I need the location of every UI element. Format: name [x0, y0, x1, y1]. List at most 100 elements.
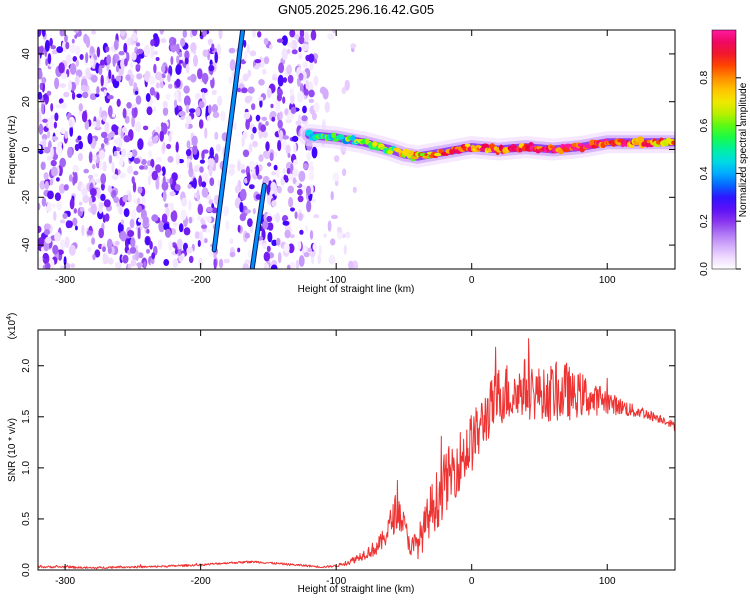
noise-cell [148, 165, 153, 177]
noise-cell [89, 46, 95, 54]
noise-cell [90, 56, 95, 67]
noise-cell [139, 165, 145, 170]
noise-cell [173, 221, 179, 227]
noise-cell [257, 175, 263, 180]
noise-cell [244, 259, 252, 265]
noise-cell [217, 95, 223, 107]
noise-cell [344, 79, 350, 91]
noise-cell [267, 222, 274, 231]
noise-cell [132, 181, 137, 193]
noise-cell [122, 126, 127, 133]
noise-cell [131, 32, 138, 42]
colorbar: 0.0 0.2 0.4 0.6 0.8 Normalized spectral ampl… [699, 29, 749, 276]
noise-cell [56, 200, 62, 211]
noise-cell [155, 57, 160, 61]
noise-cell [228, 47, 236, 54]
noise-cell [111, 174, 119, 180]
noise-cell [283, 243, 290, 253]
noise-cell [183, 85, 190, 94]
noise-cell [96, 86, 100, 95]
spectrogram-noise [38, 30, 359, 269]
noise-cell [287, 48, 291, 54]
noise-cell [202, 30, 207, 37]
noise-cell [282, 96, 286, 104]
noise-cell [307, 247, 312, 253]
noise-cell [130, 237, 136, 248]
noise-cell [251, 103, 256, 111]
y-tick-label: 0.5 [21, 512, 32, 526]
noise-cell [263, 151, 270, 160]
noise-cell [131, 115, 136, 128]
noise-cell [265, 141, 270, 152]
noise-cell [185, 122, 189, 129]
noise-cell [103, 199, 111, 208]
noise-cell [289, 30, 296, 38]
noise-cell [178, 110, 186, 117]
noise-cell [38, 46, 43, 54]
noise-cell [237, 247, 241, 253]
noise-cell [187, 76, 192, 81]
noise-cell [269, 44, 273, 50]
noise-cell [282, 168, 286, 174]
noise-cell [209, 147, 214, 159]
noise-cell [275, 102, 281, 112]
noise-cell [172, 37, 177, 45]
noise-cell [84, 119, 90, 130]
noise-cell [294, 211, 298, 219]
noise-cell [308, 89, 315, 98]
noise-cell [205, 228, 211, 233]
noise-cell [309, 230, 314, 240]
noise-cell [164, 228, 172, 238]
noise-cell [352, 186, 357, 193]
noise-cell [291, 135, 299, 142]
noise-cell [302, 163, 309, 170]
noise-cell [309, 60, 314, 71]
noise-cell [196, 189, 200, 201]
noise-cell [137, 263, 142, 269]
noise-cell [237, 87, 241, 93]
noise-cell [162, 175, 166, 188]
noise-cell [204, 238, 208, 244]
noise-cell [107, 105, 113, 117]
noise-cell [298, 46, 302, 53]
noise-cell [159, 81, 164, 89]
noise-cell [192, 177, 197, 189]
noise-cell [131, 149, 138, 158]
noise-cell [141, 159, 147, 165]
noise-cell [183, 95, 191, 107]
noise-cell [112, 55, 116, 67]
noise-cell [258, 79, 265, 86]
noise-cell [75, 45, 81, 56]
noise-cell [44, 229, 50, 236]
noise-cell [286, 264, 291, 269]
noise-cell [38, 53, 41, 65]
noise-cell [175, 78, 181, 88]
noise-cell [46, 90, 52, 96]
noise-cell [113, 150, 118, 157]
noise-cell [51, 49, 58, 55]
noise-cell [150, 39, 155, 47]
noise-cell [302, 61, 308, 69]
noise-cell [287, 42, 293, 48]
noise-cell [115, 75, 122, 82]
noise-cell [59, 219, 66, 224]
noise-cell [311, 146, 318, 159]
noise-cell [104, 213, 110, 222]
noise-cell [42, 138, 47, 149]
noise-cell [285, 144, 291, 155]
noise-cell [121, 148, 127, 158]
noise-cell [251, 168, 256, 175]
noise-cell [150, 50, 155, 59]
noise-cell [86, 230, 93, 236]
snr-background [38, 330, 675, 570]
noise-cell [263, 262, 270, 269]
noise-cell [85, 36, 90, 48]
noise-cell [80, 84, 87, 92]
noise-cell [131, 51, 137, 61]
noise-cell [74, 75, 80, 86]
noise-cell [50, 159, 57, 167]
noise-cell [153, 50, 159, 56]
noise-cell [186, 140, 191, 149]
noise-cell [297, 90, 304, 103]
noise-cell [54, 232, 62, 242]
